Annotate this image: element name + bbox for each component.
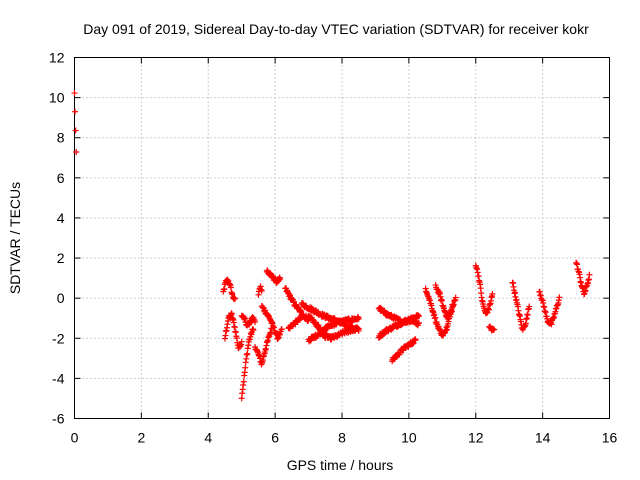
axis-ticks: -6 -4 -2 0 2 4 6 8 10 12 0 2 4 6 8 10 12 14 16 [49,50,618,446]
data-point [355,315,362,322]
data-point [73,148,80,155]
y-tick-label: -4 [52,370,65,386]
data-series-segment [422,285,456,339]
data-point [240,378,247,385]
data-point [489,290,496,297]
data-series-segment [509,279,533,333]
data-point [258,287,265,294]
y-tick-label: -2 [52,330,65,346]
x-tick-label: 14 [535,430,551,446]
chart-title: Day 091 of 2019, Sidereal Day-to-day VTE… [83,21,589,37]
x-tick-label: 2 [137,430,145,446]
data-point [452,294,459,301]
x-tick-label: 12 [468,430,484,446]
data-series-segment [255,283,265,298]
data-point [72,108,79,115]
data-point [524,311,531,318]
data-point [250,327,257,334]
data-points [71,90,593,402]
x-tick-label: 0 [71,430,79,446]
data-series-segment [536,288,563,328]
data-series-segment [220,276,238,302]
x-tick-label: 8 [338,430,346,446]
data-point [412,336,419,343]
y-tick-label: 6 [57,170,65,186]
data-series-segment [221,310,245,352]
data-series-segment [252,325,275,368]
data-series-segment [472,262,496,317]
y-axis-label: SDTVAR / TECUs [7,182,23,294]
data-point [252,319,259,325]
data-point [232,295,238,302]
y-tick-label: 10 [49,90,65,106]
data-point [238,338,245,345]
data-point [278,326,285,333]
grid [74,57,610,419]
x-tick-label: 10 [401,430,417,446]
data-series-segment [305,313,362,345]
data-series-segment [432,282,459,322]
data-point [415,319,422,326]
data-point [277,275,284,282]
y-tick-label: 8 [57,130,65,146]
data-series-segment [375,315,422,341]
data-series-segment [238,312,259,329]
data-series-segment [258,303,285,342]
data-point [586,271,593,278]
x-tick-label: 4 [204,430,212,446]
data-point [71,90,78,97]
data-point [415,312,422,319]
data-series-segment [71,90,80,155]
x-tick-label: 6 [271,430,279,446]
x-axis-label: GPS time / hours [287,457,394,473]
data-point [242,364,249,371]
y-tick-label: 2 [57,250,65,266]
y-tick-label: 12 [49,50,65,66]
y-tick-label: 4 [57,210,65,226]
data-series-segment [486,323,498,334]
data-series-segment [573,259,593,298]
y-tick-label: 0 [57,290,65,306]
data-point [491,326,498,333]
x-tick-label: 16 [602,430,618,446]
data-series-segment [389,336,419,365]
data-point [244,350,251,357]
data-series-segment [238,326,257,402]
data-point [355,325,362,332]
data-point [556,294,563,301]
data-series-segment [318,324,362,343]
data-point [526,303,533,310]
data-series-segment [263,267,284,286]
data-point [72,127,79,134]
y-tick-label: -6 [52,411,65,427]
